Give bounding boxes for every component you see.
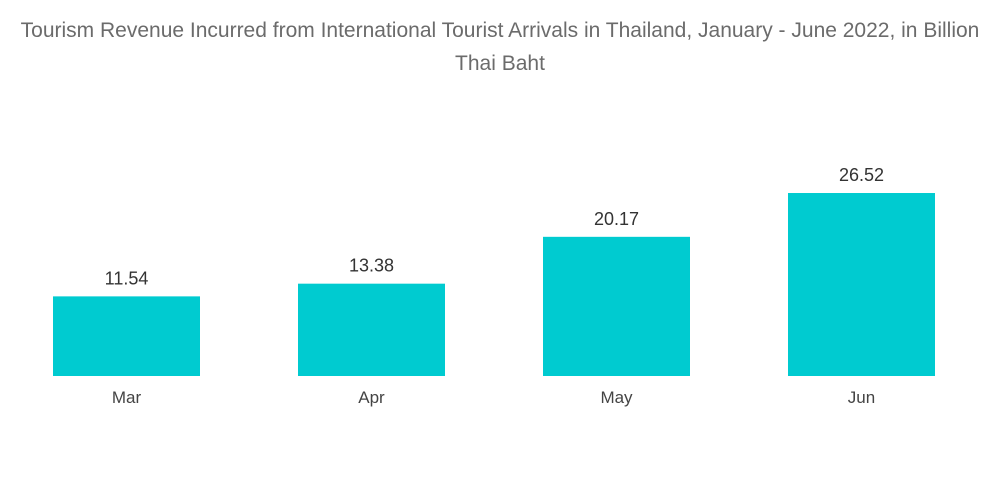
bar-may xyxy=(543,236,690,376)
bar-jun xyxy=(788,193,935,376)
value-label-apr: 13.38 xyxy=(349,256,394,276)
category-label-mar: Mar xyxy=(112,388,142,407)
value-label-mar: 11.54 xyxy=(105,268,149,288)
bars-layer xyxy=(53,193,935,376)
chart-title: Tourism Revenue Incurred from Internatio… xyxy=(20,19,980,75)
bar-mar xyxy=(53,296,200,376)
value-labels-layer: 11.54 13.38 20.17 26.52 xyxy=(105,165,884,288)
category-label-may: May xyxy=(600,388,633,407)
value-label-jun: 26.52 xyxy=(839,165,884,185)
category-label-jun: Jun xyxy=(848,388,875,407)
value-label-may: 20.17 xyxy=(594,209,639,229)
category-labels-layer: Mar Apr May Jun xyxy=(112,388,875,407)
bar-apr xyxy=(298,283,445,376)
category-label-apr: Apr xyxy=(358,388,385,407)
